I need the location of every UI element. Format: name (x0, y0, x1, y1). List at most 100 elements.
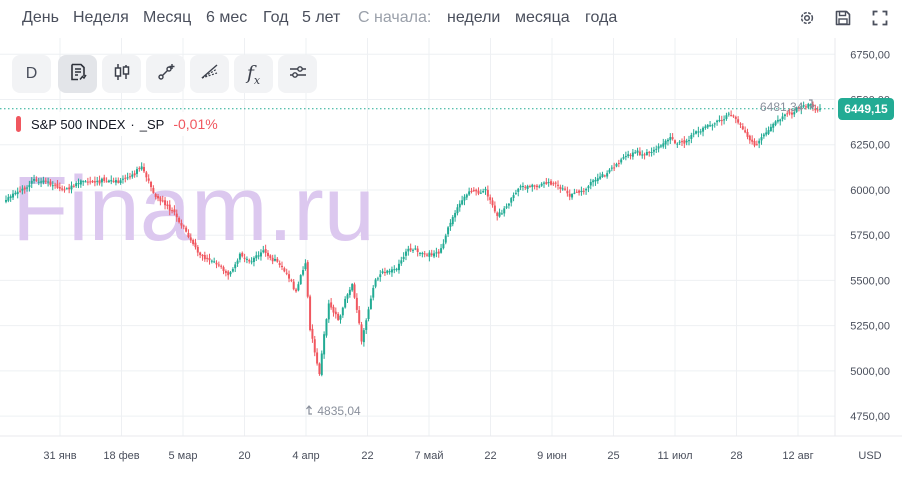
candle (395, 267, 398, 272)
candle (23, 185, 26, 194)
legend[interactable]: S&P 500 INDEX · _SP -0,01% (12, 112, 226, 136)
arrow-up-icon (304, 404, 317, 418)
candle (16, 187, 19, 199)
candle (238, 252, 241, 263)
candle (236, 258, 239, 267)
candle (126, 172, 129, 181)
candle (271, 254, 274, 265)
candle (470, 187, 473, 194)
candle (739, 122, 742, 129)
period-6m[interactable]: 6 мес (206, 9, 248, 26)
candle (241, 251, 244, 258)
candle (587, 184, 590, 193)
gear-icon[interactable] (795, 6, 819, 30)
candle (388, 268, 391, 275)
x-tick-label: 20 (238, 450, 250, 462)
candle (311, 324, 314, 343)
chart-type-button[interactable] (58, 55, 97, 93)
candle (564, 186, 567, 191)
candle (72, 183, 75, 188)
candle (178, 216, 181, 224)
candle (519, 184, 522, 191)
candle (196, 245, 199, 257)
x-tick-label: 25 (607, 450, 619, 462)
candle (807, 102, 810, 109)
y-tick-label: 5750,00 (850, 230, 890, 242)
candle (386, 269, 389, 275)
candle (323, 331, 326, 359)
candle (150, 180, 153, 192)
candle (669, 133, 672, 144)
draw-shape-button[interactable] (190, 55, 229, 93)
candle (138, 166, 141, 172)
period-day[interactable]: День (22, 9, 59, 26)
candles (5, 101, 821, 377)
period-month[interactable]: Месяц (143, 9, 192, 26)
candle (91, 179, 94, 184)
candle (704, 124, 707, 130)
since-year[interactable]: года (585, 9, 618, 26)
candle (496, 211, 499, 221)
candle (12, 190, 15, 200)
candle (477, 187, 480, 196)
candle (788, 108, 791, 116)
candle (243, 253, 246, 263)
candle (231, 267, 234, 273)
candle (814, 104, 817, 113)
indicators-button[interactable]: fx (234, 55, 273, 93)
candle (751, 135, 754, 145)
candle (451, 215, 454, 227)
candle (652, 146, 655, 156)
candle (589, 178, 592, 190)
candle (248, 258, 251, 264)
candle (472, 187, 475, 192)
settings-sliders-button[interactable] (278, 55, 317, 93)
period-bar: День Неделя Месяц 6 мес Год 5 лет С нача… (0, 0, 902, 38)
candle (444, 233, 447, 245)
period-week[interactable]: Неделя (73, 9, 129, 26)
candle (568, 189, 571, 201)
legend-color-swatch (16, 116, 21, 132)
candles-button[interactable] (102, 55, 141, 93)
candle (557, 180, 560, 190)
candle (440, 244, 443, 254)
candle (173, 205, 176, 216)
candle (400, 256, 403, 266)
candle (498, 208, 501, 218)
min-value: 4835,04 (317, 404, 361, 418)
x-tick-label: 22 (361, 450, 373, 462)
candle (685, 138, 688, 146)
candle (631, 149, 634, 160)
candle (804, 104, 807, 110)
period-year[interactable]: Год (263, 9, 289, 26)
candle (112, 177, 115, 183)
interval-button[interactable]: D (12, 55, 51, 93)
candle (49, 179, 52, 187)
candle (199, 251, 202, 259)
candle (397, 259, 400, 274)
candle (430, 249, 433, 257)
draw-line-button[interactable] (146, 55, 185, 93)
candle (220, 264, 223, 269)
save-icon[interactable] (831, 6, 855, 30)
candle (433, 250, 436, 259)
candle (194, 238, 197, 250)
candle (84, 180, 87, 183)
candle (676, 142, 679, 148)
candle (449, 219, 452, 231)
y-tick-label: 4750,00 (850, 411, 890, 423)
candle (744, 126, 747, 134)
candle (348, 286, 351, 298)
since-week[interactable]: недели (447, 9, 501, 26)
candle (187, 229, 190, 239)
candle (367, 306, 370, 322)
since-month[interactable]: месяца (515, 9, 570, 26)
candle (489, 194, 492, 204)
fullscreen-icon[interactable] (868, 6, 892, 30)
candle (510, 197, 513, 207)
period-5y[interactable]: 5 лет (302, 9, 341, 26)
candle (185, 225, 188, 233)
candle (783, 113, 786, 120)
candle (77, 178, 80, 189)
